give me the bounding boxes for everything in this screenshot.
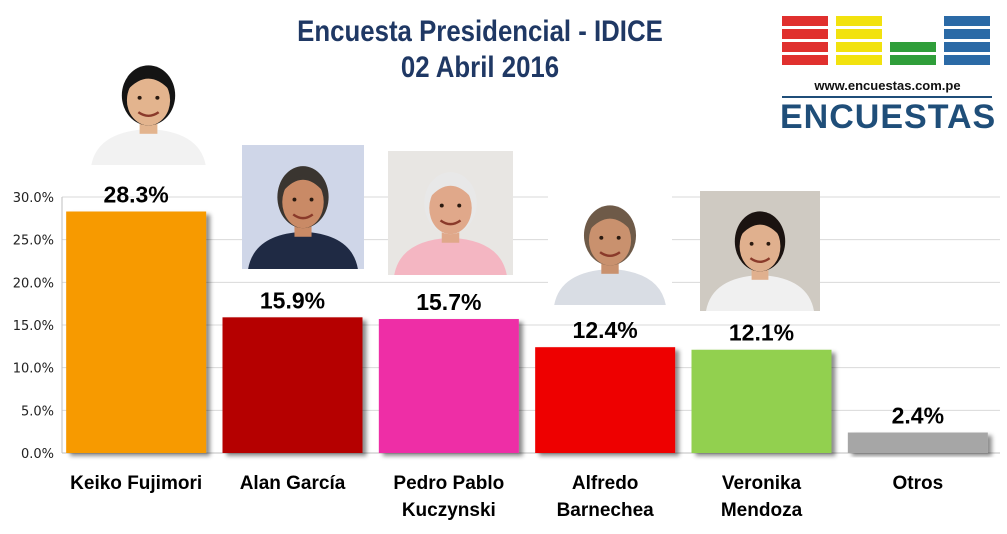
category-label: Veronika Mendoza <box>687 470 837 524</box>
category-label: Alfredo Barnechea <box>530 470 680 524</box>
logo-blocks-icon <box>782 16 990 65</box>
candidate-photo-veronika-mendoza <box>700 191 820 311</box>
logo-block <box>836 16 882 26</box>
portrait-icon <box>554 205 666 305</box>
logo-name: ENCUESTAS <box>780 98 997 136</box>
logo-block <box>782 16 828 26</box>
category-label-line: Alfredo <box>571 473 639 494</box>
data-label: 15.7% <box>416 289 481 315</box>
logo-block <box>836 42 882 52</box>
logo-divider <box>782 96 992 98</box>
logo-block <box>836 55 882 65</box>
y-tick-label: 15.0% <box>13 319 54 334</box>
logo-block <box>890 55 936 65</box>
portrait-icon <box>706 211 814 311</box>
category-label-line: Pedro Pablo <box>393 473 505 494</box>
y-tick-label: 20.0% <box>13 276 54 291</box>
bar-5 <box>691 349 832 453</box>
y-tick-label: 5.0% <box>21 404 54 419</box>
chart-title-line-1: Encuesta Presidencial - IDICE <box>297 15 663 48</box>
logo-block <box>782 55 828 65</box>
category-label-line: Veronika <box>721 473 802 494</box>
portrait-icon <box>248 166 358 269</box>
category-label-line: Alan García <box>239 473 346 494</box>
portrait-icon <box>394 172 507 275</box>
data-label: 15.9% <box>260 287 325 313</box>
logo-block <box>782 29 828 39</box>
candidate-photo-alfredo-barnechea <box>548 185 672 305</box>
category-label-line: Kuczynski <box>401 500 496 521</box>
category-label: Keiko Fujimori <box>61 470 211 497</box>
category-label-line: Barnechea <box>556 500 654 521</box>
logo-block <box>782 42 828 52</box>
bar-4 <box>535 347 676 453</box>
bar-1 <box>66 211 207 453</box>
bar-6 <box>847 432 988 453</box>
data-label: 12.4% <box>573 317 638 343</box>
candidate-photo-alan-garcia <box>242 145 364 269</box>
logo-block <box>944 29 990 39</box>
logo-url: www.encuestas.com.pe <box>814 78 961 93</box>
category-label: Otros <box>843 470 993 497</box>
encuestas-logo: www.encuestas.com.pe ENCUESTAS <box>780 12 997 136</box>
y-tick-label: 0.0% <box>21 447 54 462</box>
chart-title: Encuesta Presidencial - IDICE 02 Abril 2… <box>239 14 721 86</box>
bar-2 <box>222 317 363 453</box>
bar-3 <box>378 319 519 453</box>
logo-block <box>836 29 882 39</box>
logo-block <box>890 42 936 52</box>
category-label-line: Mendoza <box>720 500 803 521</box>
category-label: Alan García <box>218 470 368 497</box>
category-label-line: Keiko Fujimori <box>70 473 203 494</box>
data-label: 2.4% <box>892 403 944 429</box>
chart-subtitle: 02 Abril 2016 <box>400 51 560 84</box>
logo-block <box>944 16 990 26</box>
y-tick-label: 30.0% <box>13 191 54 206</box>
candidate-photo-pedro-pablo-kuczynski <box>388 151 513 275</box>
y-tick-label: 10.0% <box>13 362 54 377</box>
logo-block <box>944 55 990 65</box>
candidate-photo-keiko-fujimori <box>85 45 212 165</box>
logo-block <box>944 42 990 52</box>
y-tick-label: 25.0% <box>13 234 54 249</box>
category-label-line: Otros <box>892 473 944 494</box>
data-label: 12.1% <box>729 320 794 346</box>
category-label: Pedro Pablo Kuczynski <box>374 470 524 524</box>
portrait-icon <box>91 65 206 165</box>
data-label: 28.3% <box>104 182 169 208</box>
